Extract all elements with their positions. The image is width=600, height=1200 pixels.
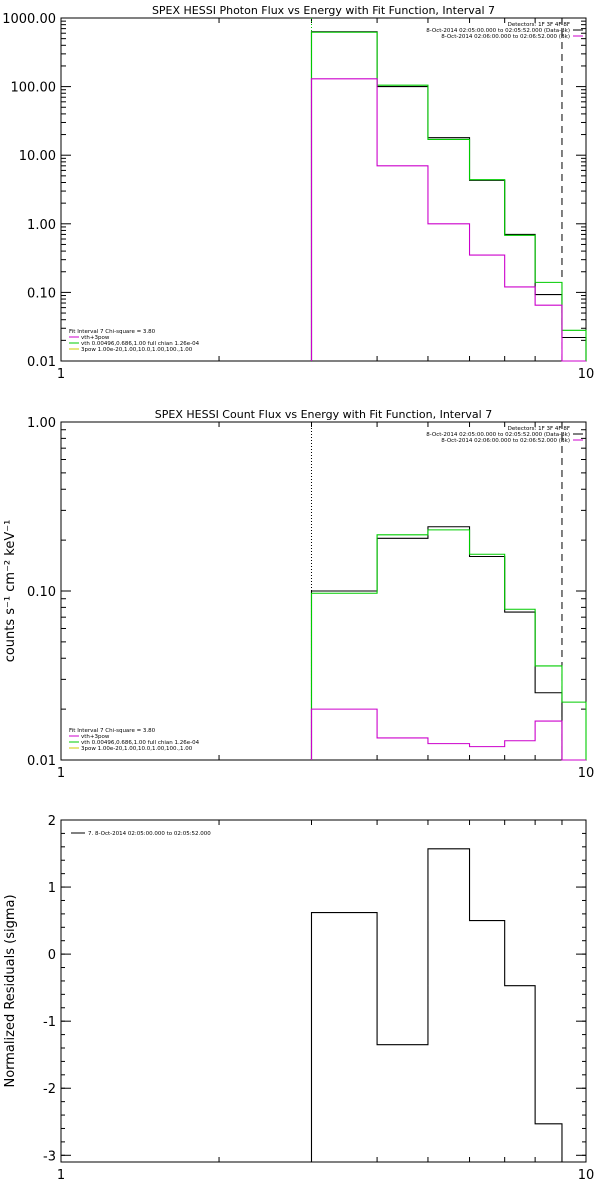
header-line: Detectors: 1F 3F 4F 8F <box>508 22 570 28</box>
fit-legend-line: vth 0.00496,0.686,1.00 full chian 1.26e-… <box>81 740 200 746</box>
y-tick-label: 1000.00 <box>2 12 56 27</box>
y-tick-label: 1.00 <box>27 416 56 431</box>
x-tick-label: 1 <box>57 766 65 781</box>
y-tick-label: 0 <box>48 948 56 963</box>
y-tick-label: 0.01 <box>27 355 56 370</box>
data-series-2 <box>310 529 587 760</box>
header-line: 8-Oct-2014 02:06:00.000 to 02:06:52.000 … <box>441 34 570 40</box>
y-axis-label: Normalized Residuals (sigma) <box>3 894 18 1087</box>
fit-legend-line: 3pow 1.00e-20,1.00,10.0,1.00,100.,1.00 <box>81 347 193 353</box>
y-tick-label: 10.00 <box>19 149 56 164</box>
chart-title: SPEX HESSI Photon Flux vs Energy with Fi… <box>152 4 495 17</box>
chart-panel-1: SPEX HESSI Photon Flux vs Energy with Fi… <box>2 4 594 382</box>
data-series-2 <box>310 31 587 361</box>
header-line: 8-Oct-2014 02:05:00.000 to 02:05:52.000 … <box>426 28 570 34</box>
plot-frame <box>60 819 587 1163</box>
data-series-1 <box>310 526 586 761</box>
y-tick-label: -2 <box>43 1082 56 1097</box>
y-tick-label: -3 <box>43 1149 56 1164</box>
residual-legend-label: 7. 8-Oct-2014 02:05:00.000 to 02:05:52.0… <box>88 831 211 837</box>
plot-frame <box>60 17 587 362</box>
y-axis-label: counts s⁻¹ cm⁻² keV⁻¹ <box>3 520 18 663</box>
y-tick-label: 0.10 <box>27 585 56 600</box>
y-tick-label: 2 <box>48 814 56 829</box>
data-series-3 <box>310 78 586 362</box>
x-tick-label: 10 <box>578 766 595 781</box>
x-tick-label: 1 <box>57 367 65 382</box>
x-tick-label: 1 <box>57 1168 65 1183</box>
fit-legend-line: Fit Interval 7 Chi-square = 3.80 <box>69 329 156 335</box>
chart-panel-3: 1 10 -3 -2 -1 0 1 2 Normalized Residuals (sigma)… <box>3 814 594 1183</box>
y-tick-label: -1 <box>43 1015 56 1030</box>
x-tick-label: 10 <box>578 1168 595 1183</box>
y-tick-label: 100.00 <box>11 81 57 96</box>
y-tick-label: 0.01 <box>27 754 56 769</box>
y-tick-label: 1.00 <box>27 218 56 233</box>
header-line: 8-Oct-2014 02:06:00.000 to 02:06:52.000 … <box>441 438 570 444</box>
fit-legend-line: vth+3pow <box>81 335 110 341</box>
fit-legend-line: 3pow 1.00e-20,1.00,10.0,1.00,100.,1.00 <box>81 746 193 752</box>
data-series-3 <box>310 708 586 761</box>
fit-legend-line: vth 0.00496,0.686,1.00 full chian 1.26e-… <box>81 341 200 347</box>
header-line: 8-Oct-2014 02:05:00.000 to 02:05:52.000 … <box>426 432 570 438</box>
y-tick-label: 1 <box>48 881 56 896</box>
y-tick-label: 0.10 <box>27 286 56 301</box>
header-line: Detectors: 1F 3F 4F 8F <box>508 426 570 432</box>
chart-panel-2: SPEX HESSI Count Flux vs Energy with Fit… <box>3 408 594 781</box>
data-series-1 <box>310 848 563 1162</box>
fit-legend-line: Fit Interval 7 Chi-square = 3.80 <box>69 728 156 734</box>
chart-title: SPEX HESSI Count Flux vs Energy with Fit… <box>155 408 492 421</box>
x-tick-label: 10 <box>578 367 595 382</box>
fit-legend-line: vth+3pow <box>81 734 110 740</box>
data-series-1 <box>310 31 587 361</box>
